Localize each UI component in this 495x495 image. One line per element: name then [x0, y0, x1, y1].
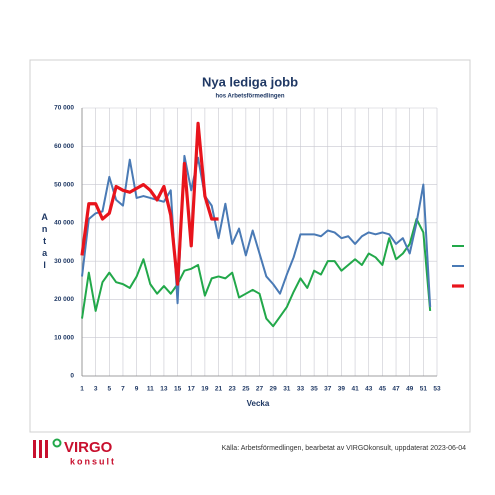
- x-tick-label: 37: [324, 386, 332, 393]
- logo-bar: [39, 440, 42, 458]
- x-tick-label: 21: [215, 386, 223, 393]
- x-tick-label: 35: [310, 386, 318, 393]
- x-axis-label: Vecka: [247, 399, 270, 408]
- x-tick-label: 13: [160, 386, 168, 393]
- x-tick-label: 41: [351, 386, 359, 393]
- y-tick-label: 10 000: [54, 334, 74, 341]
- logo-bar: [45, 440, 48, 458]
- x-tick-label: 17: [188, 386, 196, 393]
- y-tick-label: 0: [70, 373, 74, 380]
- x-tick-label: 29: [270, 386, 278, 393]
- series-line: [80, 121, 219, 286]
- series-line: [81, 218, 432, 328]
- x-tick-label: 31: [283, 386, 291, 393]
- x-tick-label: 19: [201, 386, 209, 393]
- series-line: [81, 154, 432, 308]
- chart-title: Nya lediga jobb: [202, 74, 298, 89]
- y-tick-label: 60 000: [54, 143, 74, 150]
- x-tick-label: 15: [174, 386, 182, 393]
- source-note: Källa: Arbetsförmedlingen, bearbetat av …: [222, 445, 466, 452]
- y-tick-label: 20 000: [54, 296, 74, 303]
- x-tick-label: 27: [256, 386, 264, 393]
- y-axis-label: Antal: [40, 212, 50, 272]
- y-tick-label: 40 000: [54, 220, 74, 227]
- x-tick-label: 23: [229, 386, 237, 393]
- x-tick-label: 49: [406, 386, 414, 393]
- x-tick-label: 51: [420, 386, 428, 393]
- x-tick-label: 47: [392, 386, 400, 393]
- x-tick-label: 25: [242, 386, 250, 393]
- x-tick-label: 9: [135, 386, 139, 393]
- x-tick-label: 5: [107, 386, 111, 393]
- chart-subtitle: hos Arbetsförmedlingen: [215, 94, 284, 100]
- logo-sub: konsult: [70, 456, 116, 466]
- logo-circle: [52, 438, 62, 448]
- y-tick-label: 30 000: [54, 258, 74, 265]
- x-tick-label: 45: [379, 386, 387, 393]
- logo-bar: [33, 440, 36, 458]
- x-tick-label: 43: [365, 386, 373, 393]
- x-tick-label: 33: [297, 386, 305, 393]
- y-tick-label: 50 000: [54, 181, 74, 188]
- x-tick-label: 11: [147, 386, 154, 393]
- x-tick-label: 7: [121, 386, 125, 393]
- x-tick-label: 3: [94, 386, 98, 393]
- chart-frame: [29, 59, 471, 433]
- y-tick-label: 70 000: [54, 105, 74, 112]
- logo: VIRGO konsult: [33, 438, 116, 466]
- x-tick-label: 39: [338, 386, 346, 393]
- x-tick-label: 53: [433, 386, 441, 393]
- x-tick-label: 1: [80, 386, 84, 393]
- logo-name: VIRGO: [64, 439, 113, 456]
